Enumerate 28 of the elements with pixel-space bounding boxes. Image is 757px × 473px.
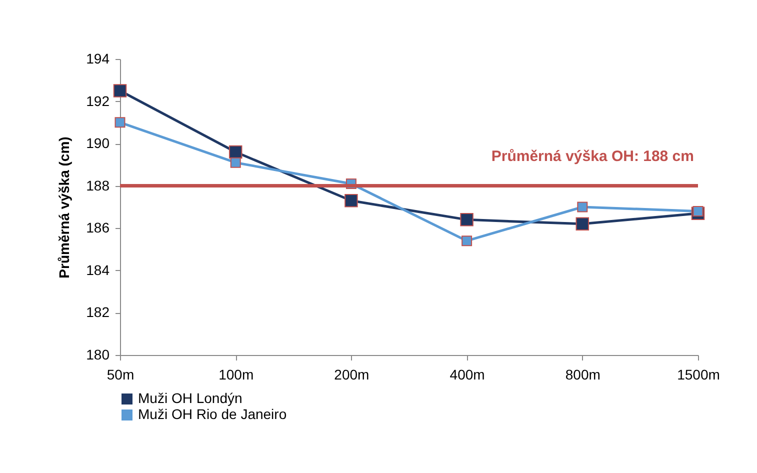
legend-label: Muži OH Londýn: [138, 390, 242, 406]
point: [228, 145, 242, 159]
y-tick-label: 186: [86, 220, 110, 236]
point: [344, 194, 358, 208]
point: [576, 217, 590, 231]
point: [114, 117, 126, 128]
x-tick-label: 1500m: [677, 366, 720, 382]
x-tick-label: 800m: [565, 366, 600, 382]
legend-label: Muži OH Rio de Janeiro: [138, 406, 287, 422]
point: [230, 157, 241, 168]
point: [113, 84, 127, 98]
y-tick-label: 184: [86, 262, 110, 278]
y-tick-label: 190: [86, 135, 110, 152]
ref-line-label: Průměrná výška OH: 188 cm: [491, 148, 694, 165]
x-tick-label: 400m: [450, 366, 485, 382]
x-tick-label: 200m: [334, 366, 370, 382]
y-tick-label: 194: [86, 50, 110, 66]
y-tick-label: 192: [86, 92, 110, 109]
point: [460, 213, 474, 226]
y-axis-title: Průměrná výška (cm): [56, 136, 72, 278]
point: [692, 206, 704, 216]
point: [577, 202, 588, 212]
x-tick-label: 100m: [218, 366, 254, 382]
y-tick-label: 188: [86, 177, 110, 194]
y-tick-label: 180: [86, 346, 110, 362]
x-tick-label: 50m: [106, 366, 134, 382]
y-tick-label: 182: [86, 304, 110, 320]
point: [462, 236, 472, 246]
